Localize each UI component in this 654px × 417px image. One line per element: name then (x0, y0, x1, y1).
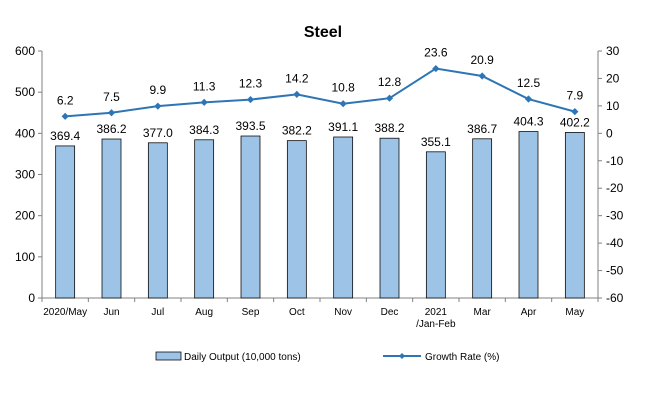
growth-rate-point (524, 95, 533, 103)
growth-rate-point (478, 72, 486, 80)
bar (379, 137, 400, 299)
legend: Daily Output (10,000 tons) Growth Rate (%… (155, 351, 499, 363)
growth-value-label: 12.5 (517, 76, 541, 90)
y-right-tick-label: 30 (606, 44, 620, 58)
x-tick-label: Oct (289, 307, 305, 318)
growth-value-label: 23.6 (424, 46, 448, 60)
bar (564, 132, 585, 299)
growth-line (61, 64, 579, 120)
bar (240, 135, 261, 299)
y-left-tick-label: 0 (28, 291, 35, 305)
growth-value-label: 6.2 (57, 93, 74, 107)
bar-value-label: 355.1 (421, 135, 451, 149)
bar-value-label: 391.1 (328, 120, 358, 134)
growth-rate-point (571, 108, 579, 116)
growth-rate-line (65, 67, 576, 118)
growth-rate-point (432, 64, 440, 73)
y-left-tick-label: 300 (15, 168, 35, 182)
x-tick-label: Sep (242, 307, 260, 318)
x-tick-label: May (565, 307, 584, 318)
growth-value-label: 7.5 (103, 90, 120, 104)
bar-value-label: 377.0 (143, 126, 173, 140)
y-right-tick-label: 10 (606, 99, 620, 113)
y-left-tick-label: 400 (15, 126, 35, 140)
y-right-tick-label: -30 (606, 209, 624, 223)
growth-rate-point (107, 109, 116, 117)
y-right-tick-label: -60 (606, 291, 624, 305)
growth-value-label: 11.3 (193, 79, 216, 93)
y-left-tick-label: 500 (15, 85, 35, 99)
bar-value-label: 404.3 (513, 115, 543, 129)
bar (286, 140, 307, 299)
bar (518, 131, 539, 299)
growth-rate-point (293, 90, 301, 98)
chart-title: Steel (304, 24, 342, 41)
growth-rate-point (246, 95, 255, 104)
growth-rate-point (154, 102, 162, 110)
y-right-tick-label: 0 (606, 126, 613, 140)
bar-value-label: 402.2 (560, 115, 590, 129)
x-tick-label: Nov (334, 307, 352, 318)
bar (425, 151, 446, 299)
bar (101, 138, 122, 299)
growth-value-label: 12.3 (239, 77, 263, 91)
growth-value-label: 10.8 (331, 81, 355, 95)
bar-value-label: 382.2 (282, 124, 312, 138)
bar-value-label: 393.5 (235, 119, 265, 133)
growth-value-label: 9.9 (149, 83, 166, 97)
bar (472, 138, 493, 299)
axes: 0 100 200 300 400 500 600 -60 -50 -40 -30 -20 -10 0 10… (15, 44, 624, 330)
y-right-tick-label: 20 (606, 71, 620, 85)
x-tick-label: 2020/May (43, 307, 87, 318)
bar (147, 142, 168, 299)
data-labels: 369.4 386.2 377.0 384.3 393.5 382.2 391.1 388.2… (50, 46, 590, 149)
legend-line-label: Growth Rate (%) (425, 352, 499, 363)
bar-value-label: 384.3 (189, 123, 219, 137)
y-left-tick-label: 100 (15, 250, 35, 264)
y-left-tick-label: 200 (15, 209, 35, 223)
x-tick-label: Apr (521, 307, 537, 318)
legend-line-marker (399, 353, 405, 359)
growth-rate-point (339, 100, 347, 108)
bar-value-label: 386.2 (96, 122, 126, 136)
growth-value-label: 7.9 (566, 89, 583, 103)
y-right-tick-label: -10 (606, 154, 624, 168)
y-right-tick-label: -20 (606, 181, 624, 195)
x-tick-label: Jun (103, 307, 119, 318)
y-right-tick-label: -40 (606, 236, 624, 250)
bar (194, 139, 215, 299)
bar-value-label: 369.4 (50, 129, 80, 143)
y-left-tick-label: 600 (15, 44, 35, 58)
bars (55, 131, 585, 299)
growth-value-label: 14.2 (285, 71, 309, 85)
growth-value-label: 20.9 (470, 53, 494, 67)
bar-value-label: 388.2 (374, 121, 404, 135)
bar (333, 136, 354, 299)
y-right-tick-label: -50 (606, 264, 624, 278)
bar-value-label: 386.7 (467, 122, 497, 136)
x-tick-label: Jul (151, 307, 164, 318)
x-tick-label: Aug (195, 307, 213, 318)
growth-rate-point (200, 98, 208, 106)
growth-rate-point (385, 94, 394, 102)
x-tick-label: 2021/Jan-Feb (416, 307, 456, 330)
x-tick-label: Dec (381, 307, 399, 318)
x-tick-label: Mar (474, 307, 492, 318)
growth-rate-point (61, 112, 69, 120)
legend-bar-label: Daily Output (10,000 tons) (184, 352, 301, 363)
bar (55, 145, 76, 299)
legend-bar-swatch (155, 351, 182, 361)
growth-value-label: 12.8 (378, 75, 402, 89)
